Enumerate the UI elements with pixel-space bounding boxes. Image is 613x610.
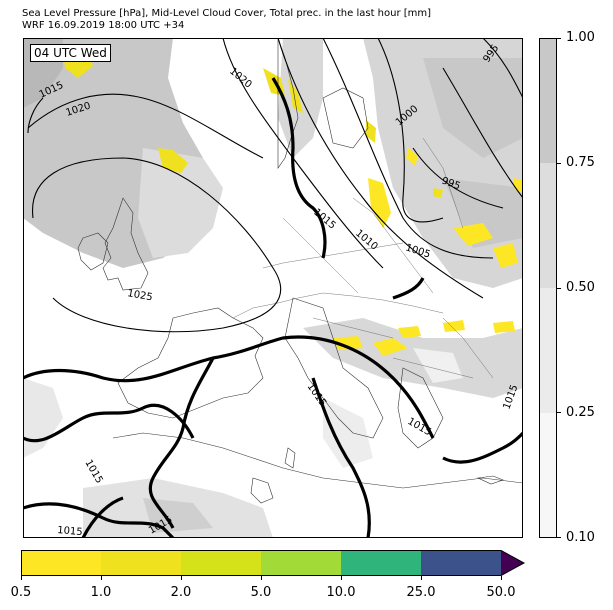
precip-colorbar-segment	[181, 550, 261, 576]
precip-colorbar-label: 50.0	[486, 585, 516, 600]
weather-map-canvas: 1015 1020 1020 1025 1015 1010 1005 1000 …	[23, 38, 523, 538]
precip-colorbar-tick	[181, 576, 182, 580]
map-title-line-1: Sea Level Pressure [hPa], Mid-Level Clou…	[22, 8, 432, 19]
isobar-layer	[27, 38, 523, 333]
isobar-label: 1015	[82, 458, 104, 486]
thick-1015-contour	[23, 77, 523, 538]
precipitation-layer	[63, 48, 523, 356]
precip-colorbar-tick	[261, 576, 262, 580]
isobar-label: 1005	[404, 242, 432, 260]
precip-colorbar-extend-arrow	[501, 550, 524, 576]
isobar-label: 1025	[126, 288, 153, 303]
precip-colorbar-label: 2.0	[170, 585, 192, 600]
isobar-label: 1015	[57, 525, 83, 538]
precip-colorbar-label: 10.0	[326, 585, 356, 600]
cloud-cover-colorbar	[539, 38, 557, 538]
border-layer	[232, 137, 494, 379]
cloud-colorbar-segment	[539, 163, 557, 288]
cloud-colorbar-label: 0.10	[566, 530, 595, 545]
precip-colorbar-tick	[421, 576, 422, 580]
isobar-label: 1020	[227, 66, 254, 91]
cloud-colorbar-segment	[539, 288, 557, 413]
precip-colorbar-segment	[21, 550, 101, 576]
isobar-label: 1015	[305, 381, 329, 408]
cloud-colorbar-tick	[557, 537, 561, 538]
precipitation-colorbar	[21, 550, 526, 576]
map-title-line-2: WRF 16.09.2019 18:00 UTC +34	[22, 20, 185, 31]
precip-colorbar-segment	[261, 550, 341, 576]
precip-colorbar-tick	[21, 576, 22, 580]
precip-colorbar-label: 1.0	[90, 585, 112, 600]
precip-colorbar-tick	[501, 576, 502, 580]
valid-time-label: 04 UTC Wed	[30, 44, 111, 62]
precip-colorbar-segment	[341, 550, 421, 576]
cloud-colorbar-label: 0.75	[566, 155, 595, 170]
precip-colorbar-tick	[101, 576, 102, 580]
cloud-colorbar-segment	[539, 38, 557, 163]
isobar-label: 1015	[406, 416, 434, 438]
precip-colorbar-label: 25.0	[406, 585, 436, 600]
cloud-colorbar-label: 0.50	[566, 280, 595, 295]
precip-colorbar-segment	[101, 550, 181, 576]
cloud-colorbar-label: 0.25	[566, 405, 595, 420]
precip-colorbar-tick	[341, 576, 342, 580]
precip-colorbar-label: 0.5	[10, 585, 32, 600]
cloud-colorbar-tick	[557, 163, 561, 164]
cloud-colorbar-tick	[557, 412, 561, 413]
cloud-colorbar-tick	[557, 38, 561, 39]
precip-colorbar-segment	[421, 550, 501, 576]
weather-map: 1015 1020 1020 1025 1015 1010 1005 1000 …	[23, 38, 523, 538]
cloud-cover-layer	[23, 38, 523, 538]
map-frame	[23, 38, 523, 538]
cloud-colorbar-segment	[539, 413, 557, 538]
precip-colorbar-label: 5.0	[250, 585, 272, 600]
cloud-colorbar-tick	[557, 288, 561, 289]
cloud-colorbar-label: 1.00	[566, 30, 595, 45]
